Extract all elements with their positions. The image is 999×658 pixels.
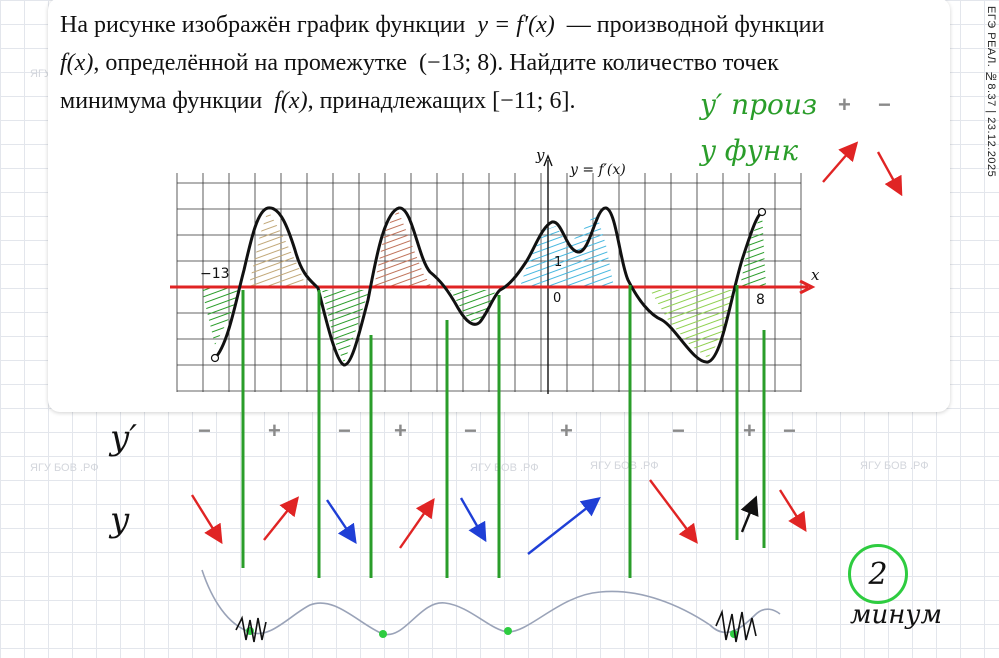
row-label-function: y	[110, 500, 130, 540]
sign-plus: +	[268, 418, 281, 443]
y-axis-arrow	[543, 154, 553, 167]
derivative-curve	[213, 206, 764, 367]
arrow-up	[740, 495, 759, 533]
answer-circle: 2	[848, 544, 908, 604]
legend-function: y функ	[700, 134, 799, 167]
region-negative-4	[650, 290, 735, 358]
hatched-regions	[203, 210, 766, 363]
problem-line-2: f(x), определённой на промежутке (−13; 8…	[60, 50, 779, 76]
y-axis-label: y	[535, 146, 545, 164]
tick-label-right: 8	[756, 292, 765, 308]
scribbles	[235, 609, 757, 643]
arrow-up	[263, 496, 299, 541]
function-arrows	[190, 141, 903, 555]
arrow-up	[527, 497, 601, 555]
formula-function: f(x)	[274, 88, 308, 114]
region-positive-1	[249, 210, 306, 287]
formula-derivative: y = f′(x)	[477, 12, 555, 38]
source-tag: ЕГЭ РЕАЛ. №8.37 | 23.12.2025	[985, 6, 997, 178]
endpoint-open-right	[757, 207, 767, 217]
x-axis-arrow	[799, 279, 816, 295]
sign-minus: −	[338, 418, 351, 443]
legend-derivative: y′ произ	[700, 88, 818, 121]
sign-minus: −	[198, 418, 211, 443]
sign-plus: +	[743, 418, 756, 443]
problem-line-3: минимума функции f(x), принадлежащих [−1…	[60, 88, 576, 114]
legend-arrow-down	[876, 151, 903, 197]
region-positive-3	[520, 212, 614, 287]
function-label: y = f′(x)	[569, 162, 626, 178]
arrow-down	[459, 497, 487, 543]
tick-label-left: −13	[200, 266, 230, 282]
sign-minus: −	[783, 418, 796, 443]
arrow-down	[190, 494, 223, 545]
arrow-up	[399, 498, 435, 549]
region-positive-2	[374, 210, 432, 287]
arrow-down	[326, 499, 357, 544]
x-axis-label: x	[811, 266, 820, 284]
sign-plus: +	[394, 418, 407, 443]
zero-marker-lines	[241, 285, 766, 578]
sign-plus: +	[560, 418, 573, 443]
tick-label-one: 1	[554, 255, 562, 270]
sign-minus: −	[464, 418, 477, 443]
minimum-markers	[246, 627, 738, 638]
formula-function: f(x)	[60, 50, 94, 76]
tick-label-zero: 0	[553, 291, 561, 306]
legend-arrow-up	[822, 141, 859, 183]
region-negative-1	[203, 287, 241, 345]
answer-word: минум	[850, 600, 943, 630]
answer-value: 2	[868, 556, 888, 592]
arrow-down	[778, 489, 807, 533]
region-negative-3	[450, 290, 496, 325]
legend-minus: −	[878, 92, 891, 117]
interval-domain: (−13; 8)	[419, 50, 498, 76]
arrow-down	[649, 479, 698, 544]
interval-segment: [−11; 6]	[492, 88, 570, 114]
row-label-derivative: y′	[110, 418, 137, 458]
sign-minus: −	[672, 418, 685, 443]
function-sketch	[201, 569, 781, 636]
legend-plus: +	[838, 92, 851, 117]
endpoint-open-left	[210, 353, 220, 363]
problem-line-1: На рисунке изображён график функции y = …	[60, 12, 825, 38]
region-negative-2	[322, 290, 369, 363]
problem-text: На рисунке изображён график функции y = …	[60, 6, 940, 120]
region-positive-4	[740, 212, 766, 287]
